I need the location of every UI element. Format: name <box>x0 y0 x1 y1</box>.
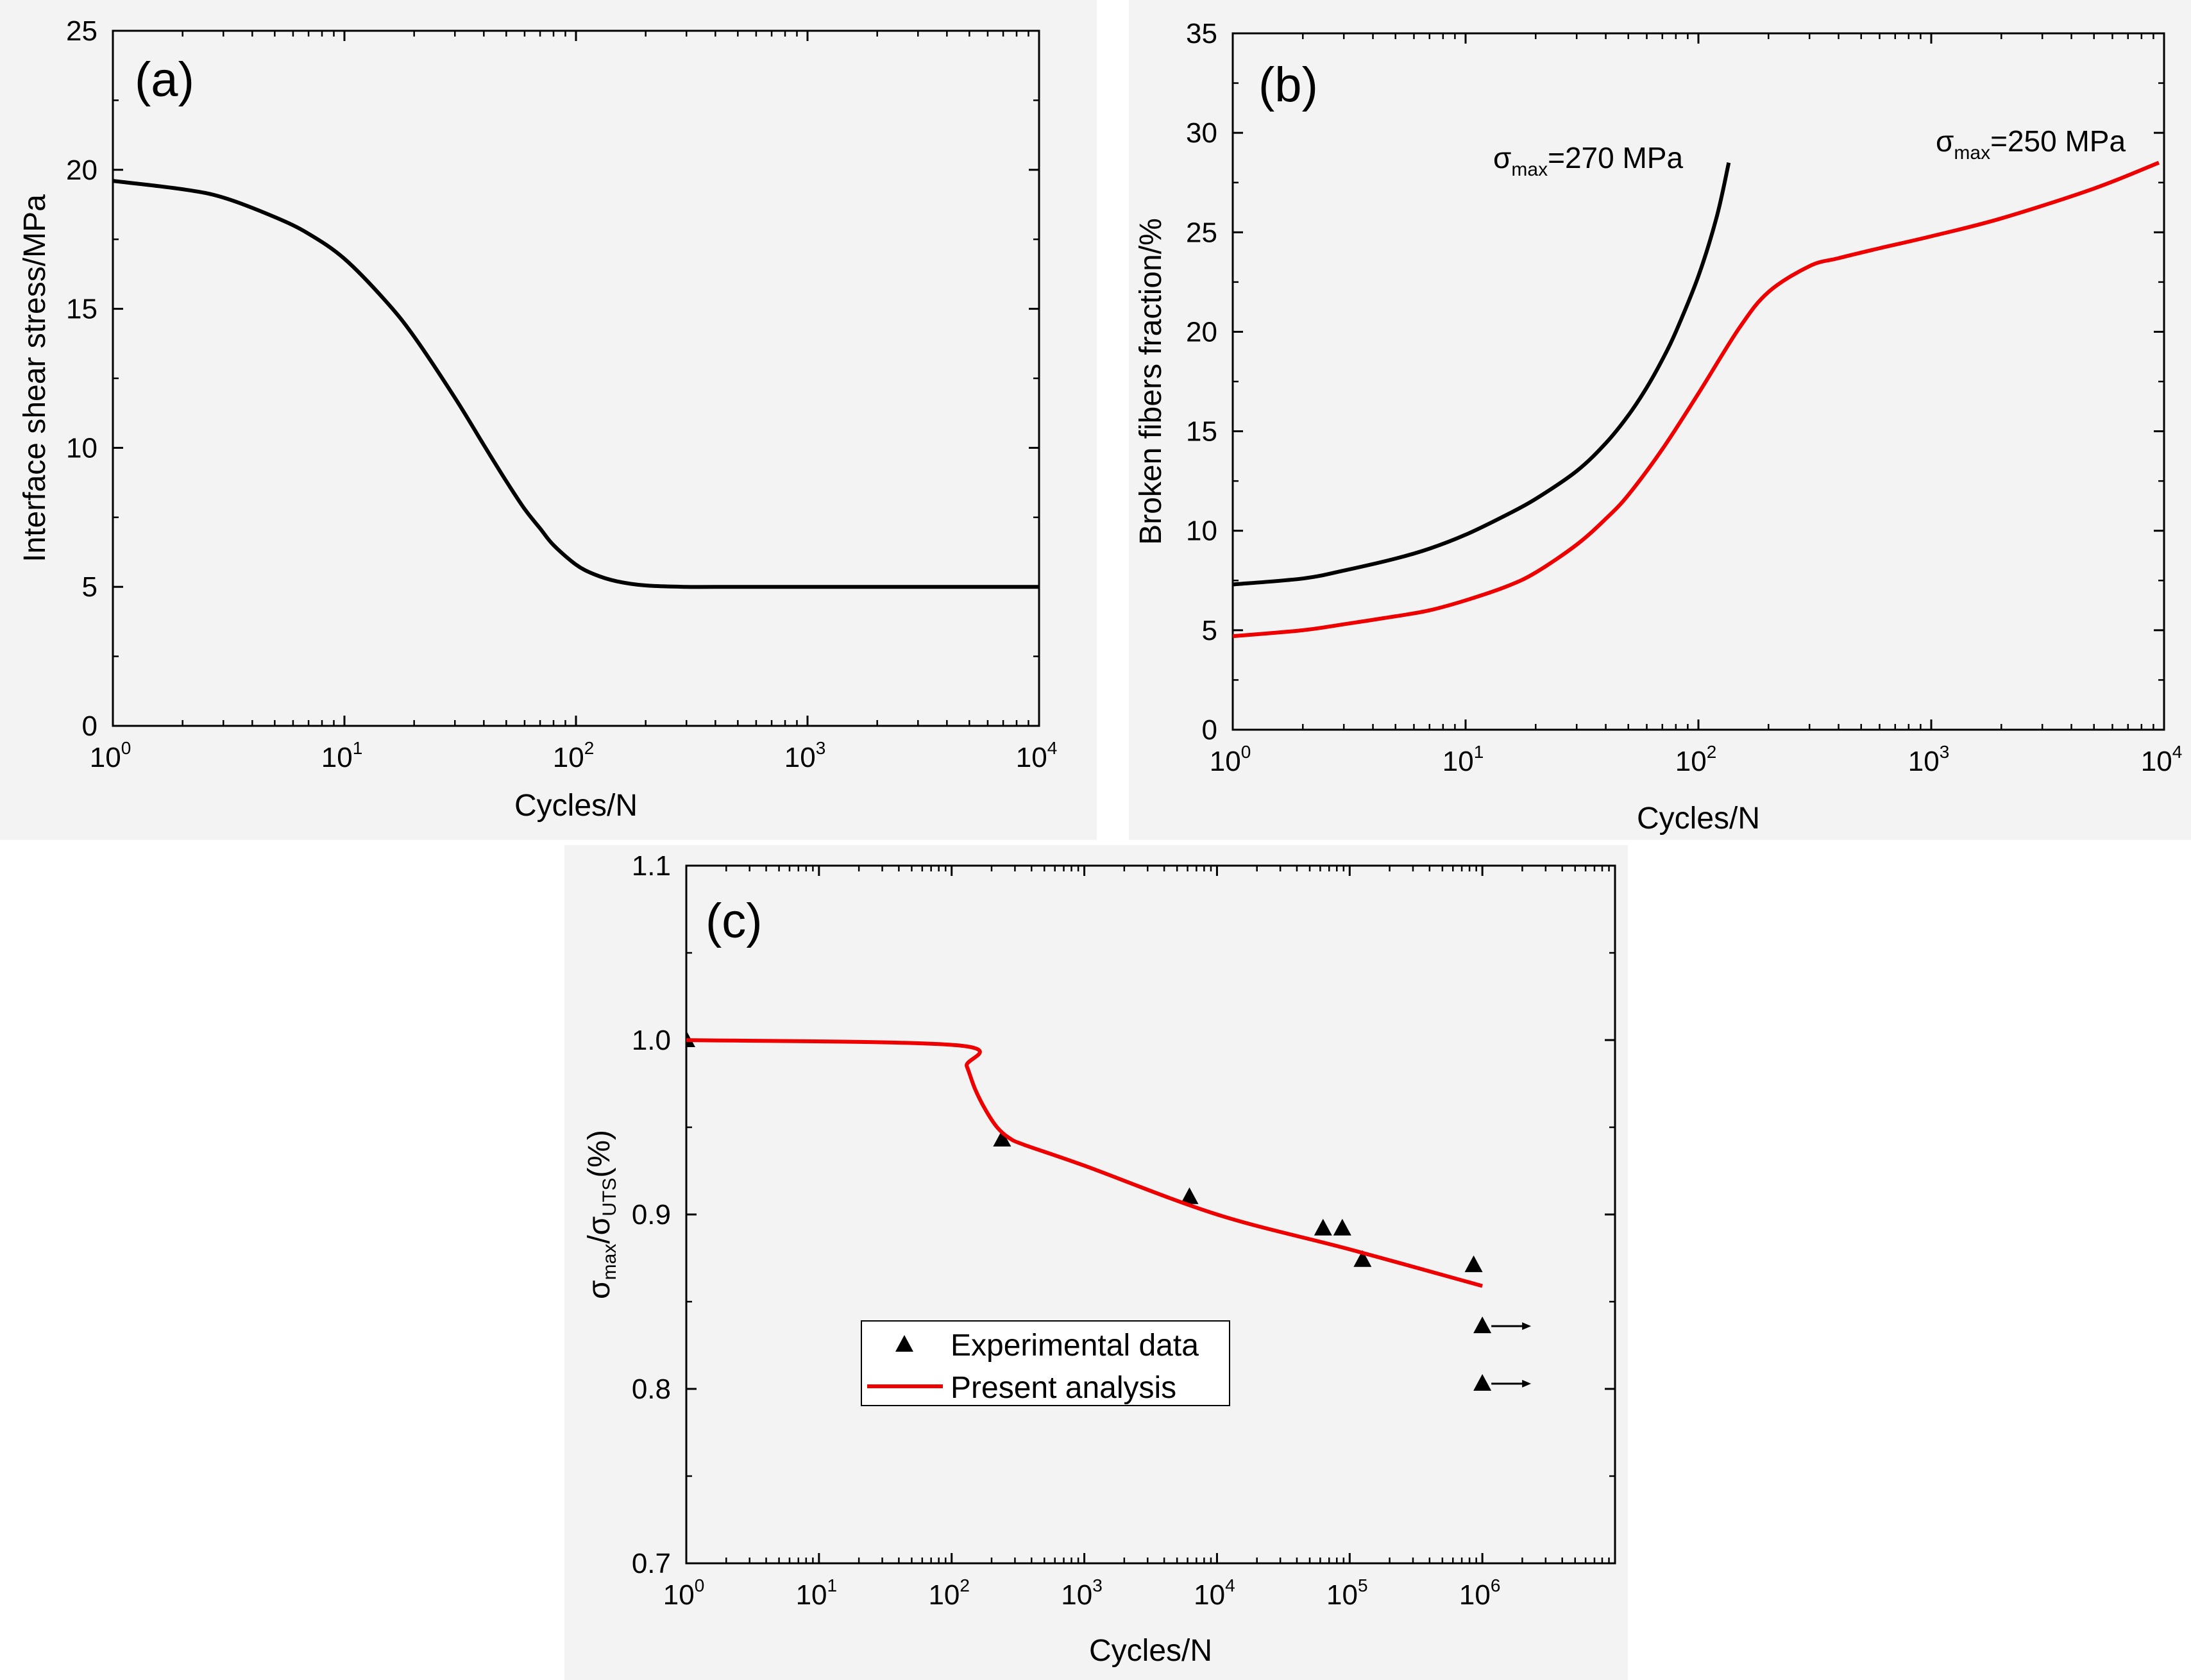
panel-a-background <box>0 0 1097 840</box>
x-axis-title: Cycles/N <box>514 789 638 823</box>
y-tick-label: 15 <box>1186 416 1217 448</box>
legend-entry-experimental: Experimental data <box>951 1329 1199 1363</box>
data-point-triangle <box>1180 1187 1199 1204</box>
panel-c-background <box>564 845 1628 1680</box>
x-tick-label: 104 <box>1016 738 1058 773</box>
y-tick-label: 20 <box>1186 316 1217 348</box>
series-annotation: σmax=270 MPa <box>1493 141 1683 180</box>
series-line <box>113 179 1039 589</box>
legend-marker-triangle <box>895 1335 913 1352</box>
data-point-triangle <box>1464 1255 1483 1272</box>
x-axis-title: Cycles/N <box>1089 1634 1212 1668</box>
panel-label: (b) <box>1258 58 1318 112</box>
data-point-triangle <box>1353 1250 1372 1267</box>
panel-b-background <box>1129 0 2191 840</box>
y-tick-label: 1.1 <box>632 850 671 882</box>
data-point-triangle <box>993 1130 1011 1147</box>
series-annotation: σmax=250 MPa <box>1936 124 2126 164</box>
y-tick-label: 0 <box>82 710 97 742</box>
data-point-triangle <box>1314 1218 1332 1236</box>
plot-frame <box>112 29 1040 727</box>
y-tick-label: 20 <box>66 155 97 186</box>
runout-arrow-head <box>1522 1322 1532 1331</box>
y-tick-label: 30 <box>1186 117 1217 149</box>
y-tick-label: 5 <box>82 571 97 603</box>
y-tick-label: 10 <box>66 432 97 464</box>
x-tick-label: 103 <box>1908 742 1950 777</box>
x-tick-label: 100 <box>1210 742 1251 777</box>
panel-label: (a) <box>135 53 194 107</box>
series-line <box>1233 160 2160 639</box>
x-tick-label: 101 <box>321 738 363 773</box>
y-tick-label: 0 <box>1202 714 1217 746</box>
x-tick-label: 100 <box>663 1575 705 1611</box>
y-axis-title: σmax/σUTS(%) <box>582 1130 620 1299</box>
x-tick-label: 105 <box>1326 1575 1368 1611</box>
x-tick-label: 104 <box>1194 1575 1235 1611</box>
chart-b: 0 5 10 15 20 25 30 35 100 101 102 103 104 Cycles/N Bro… <box>1134 18 2182 836</box>
chart-c: 0.7 0.8 0.9 1.0 1.1 100 101 102 103 104 105 106 Cycl… <box>582 850 1616 1668</box>
legend: Experimental data Present analysis <box>861 1320 1230 1406</box>
y-tick-label: 0.8 <box>632 1373 671 1405</box>
x-tick-label: 101 <box>796 1575 838 1611</box>
x-tick-label: 106 <box>1459 1575 1501 1611</box>
y-tick-label: 0.7 <box>632 1548 671 1579</box>
series-line <box>686 1038 1483 1288</box>
x-tick-label: 103 <box>784 738 826 773</box>
x-tick-label: 102 <box>1675 742 1717 777</box>
chart-a: 0 5 10 15 20 25 100 101 102 103 104 Cycles/N Interfa… <box>18 15 1057 823</box>
legend-box <box>861 1320 1230 1406</box>
x-tick-label: 103 <box>1061 1575 1103 1611</box>
runout-arrow-head <box>1522 1379 1532 1388</box>
y-tick-label: 1.0 <box>632 1025 671 1056</box>
data-point-triangle <box>1473 1316 1492 1334</box>
x-tick-label: 101 <box>1442 742 1484 777</box>
y-tick-label: 25 <box>66 15 97 47</box>
series-line <box>1233 162 1731 587</box>
y-tick-label: 10 <box>1186 516 1217 547</box>
legend-entry-analysis: Present analysis <box>951 1371 1176 1405</box>
x-axis-title: Cycles/N <box>1637 802 1760 836</box>
x-tick-label: 100 <box>90 738 131 773</box>
y-tick-label: 5 <box>1202 615 1217 646</box>
y-tick-label: 0.9 <box>632 1199 671 1231</box>
data-point-triangle <box>1333 1218 1351 1236</box>
x-tick-label: 104 <box>2141 742 2183 777</box>
plot-frame <box>685 864 1616 1565</box>
y-tick-label: 25 <box>1186 217 1217 248</box>
y-axis-title: Interface shear stress/MPa <box>18 194 52 562</box>
x-tick-label: 102 <box>928 1575 970 1611</box>
y-axis-title: Broken fibers fraction/% <box>1134 218 1168 545</box>
y-tick-label: 35 <box>1186 18 1217 49</box>
y-tick-label: 15 <box>66 294 97 325</box>
data-point-triangle <box>1473 1373 1492 1391</box>
panel-label: (c) <box>706 894 763 948</box>
x-tick-label: 102 <box>553 738 595 773</box>
